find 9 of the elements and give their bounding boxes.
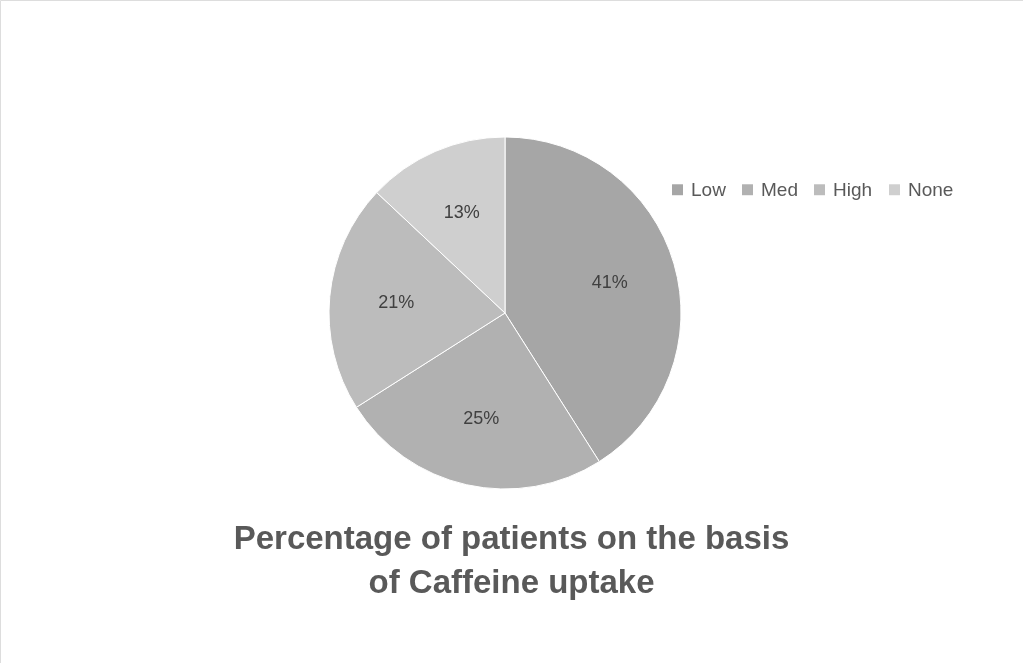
legend-label: Med — [761, 178, 798, 200]
legend-label: High — [833, 178, 873, 200]
data-label: 41% — [591, 271, 628, 292]
legend-label: None — [908, 178, 954, 200]
data-label: 21% — [378, 291, 415, 312]
data-label: 25% — [463, 408, 500, 429]
text: Percentage of patients on the basis of Caffeine uptake — [233, 519, 790, 600]
data-label: 13% — [443, 201, 480, 222]
legend-label: Low — [691, 178, 727, 200]
